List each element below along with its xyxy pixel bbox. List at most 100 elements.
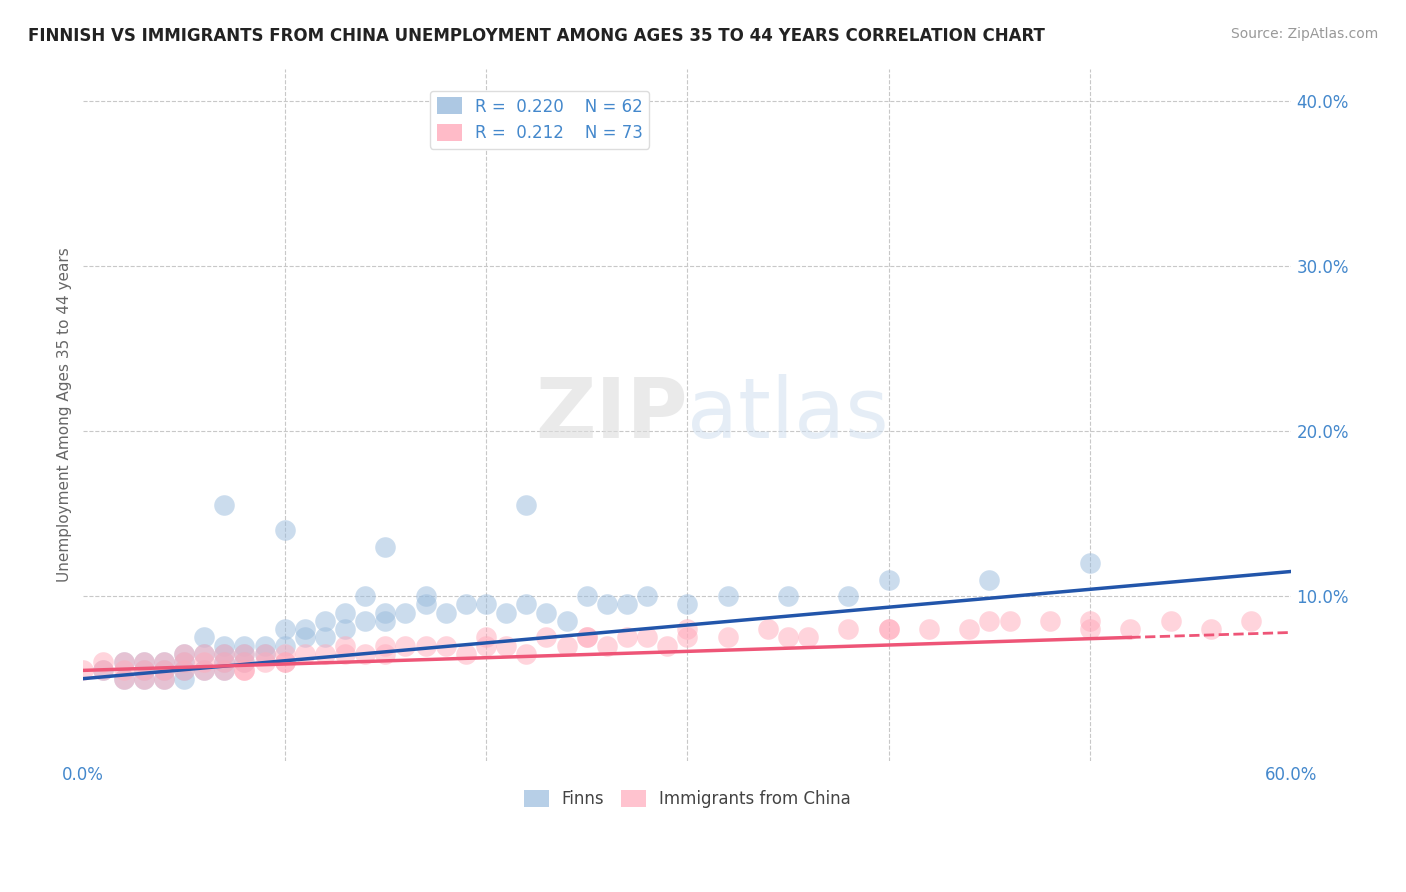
- Point: [877, 573, 900, 587]
- Point: [193, 655, 215, 669]
- Point: [536, 606, 558, 620]
- Point: [918, 622, 941, 636]
- Point: [515, 598, 537, 612]
- Point: [676, 631, 699, 645]
- Point: [575, 631, 598, 645]
- Point: [616, 631, 638, 645]
- Point: [314, 631, 336, 645]
- Point: [153, 672, 176, 686]
- Point: [132, 664, 155, 678]
- Point: [354, 589, 377, 603]
- Point: [837, 622, 859, 636]
- Y-axis label: Unemployment Among Ages 35 to 44 years: Unemployment Among Ages 35 to 44 years: [58, 247, 72, 582]
- Point: [776, 631, 799, 645]
- Point: [294, 631, 316, 645]
- Point: [676, 598, 699, 612]
- Point: [374, 540, 396, 554]
- Point: [797, 631, 820, 645]
- Point: [555, 614, 578, 628]
- Text: ZIP: ZIP: [534, 375, 688, 455]
- Point: [93, 655, 115, 669]
- Text: FINNISH VS IMMIGRANTS FROM CHINA UNEMPLOYMENT AMONG AGES 35 TO 44 YEARS CORRELAT: FINNISH VS IMMIGRANTS FROM CHINA UNEMPLO…: [28, 27, 1045, 45]
- Point: [273, 639, 295, 653]
- Point: [273, 523, 295, 537]
- Point: [212, 655, 235, 669]
- Point: [233, 655, 256, 669]
- Point: [1240, 614, 1263, 628]
- Point: [173, 647, 195, 661]
- Point: [112, 655, 135, 669]
- Point: [1078, 556, 1101, 570]
- Point: [132, 655, 155, 669]
- Point: [112, 672, 135, 686]
- Point: [72, 664, 94, 678]
- Point: [374, 639, 396, 653]
- Point: [212, 664, 235, 678]
- Point: [314, 614, 336, 628]
- Point: [575, 631, 598, 645]
- Point: [233, 655, 256, 669]
- Point: [495, 606, 517, 620]
- Point: [475, 631, 498, 645]
- Point: [153, 664, 176, 678]
- Point: [132, 664, 155, 678]
- Point: [112, 655, 135, 669]
- Point: [998, 614, 1021, 628]
- Point: [173, 672, 195, 686]
- Point: [1078, 614, 1101, 628]
- Point: [495, 639, 517, 653]
- Point: [877, 622, 900, 636]
- Point: [636, 589, 658, 603]
- Point: [575, 589, 598, 603]
- Point: [294, 622, 316, 636]
- Point: [233, 664, 256, 678]
- Point: [475, 639, 498, 653]
- Point: [333, 622, 356, 636]
- Point: [273, 622, 295, 636]
- Point: [979, 614, 1001, 628]
- Point: [555, 639, 578, 653]
- Point: [415, 598, 437, 612]
- Point: [273, 655, 295, 669]
- Point: [415, 589, 437, 603]
- Point: [153, 664, 176, 678]
- Point: [536, 631, 558, 645]
- Point: [657, 639, 679, 653]
- Point: [212, 655, 235, 669]
- Point: [776, 589, 799, 603]
- Point: [374, 647, 396, 661]
- Point: [877, 622, 900, 636]
- Point: [153, 672, 176, 686]
- Point: [173, 664, 195, 678]
- Point: [212, 639, 235, 653]
- Point: [1119, 622, 1142, 636]
- Point: [193, 647, 215, 661]
- Point: [212, 647, 235, 661]
- Point: [193, 664, 215, 678]
- Text: Source: ZipAtlas.com: Source: ZipAtlas.com: [1230, 27, 1378, 41]
- Point: [93, 664, 115, 678]
- Point: [333, 639, 356, 653]
- Point: [212, 499, 235, 513]
- Text: atlas: atlas: [688, 375, 889, 455]
- Point: [1039, 614, 1062, 628]
- Point: [112, 664, 135, 678]
- Point: [676, 622, 699, 636]
- Point: [233, 647, 256, 661]
- Point: [233, 639, 256, 653]
- Point: [475, 598, 498, 612]
- Point: [153, 655, 176, 669]
- Point: [253, 647, 276, 661]
- Point: [374, 614, 396, 628]
- Point: [515, 647, 537, 661]
- Point: [596, 639, 619, 653]
- Point: [636, 631, 658, 645]
- Point: [132, 672, 155, 686]
- Point: [132, 655, 155, 669]
- Point: [454, 647, 477, 661]
- Point: [93, 664, 115, 678]
- Point: [212, 647, 235, 661]
- Point: [153, 655, 176, 669]
- Point: [1160, 614, 1182, 628]
- Point: [294, 647, 316, 661]
